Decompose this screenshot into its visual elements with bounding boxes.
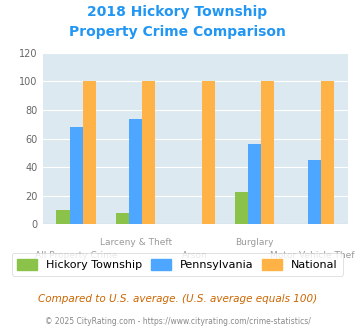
Text: © 2025 CityRating.com - https://www.cityrating.com/crime-statistics/: © 2025 CityRating.com - https://www.city… <box>45 317 310 326</box>
Bar <box>116 213 129 224</box>
Bar <box>129 118 142 224</box>
Bar <box>202 82 215 224</box>
Text: Property Crime Comparison: Property Crime Comparison <box>69 25 286 39</box>
Text: Larceny & Theft: Larceny & Theft <box>100 238 172 247</box>
Bar <box>248 144 261 224</box>
Bar <box>83 82 96 224</box>
Bar <box>235 191 248 224</box>
Text: Burglary: Burglary <box>236 238 274 247</box>
Bar <box>261 82 274 224</box>
Bar <box>142 82 155 224</box>
Text: Arson: Arson <box>182 251 208 260</box>
Text: 2018 Hickory Township: 2018 Hickory Township <box>87 5 268 19</box>
Bar <box>56 210 70 224</box>
Text: Compared to U.S. average. (U.S. average equals 100): Compared to U.S. average. (U.S. average … <box>38 294 317 304</box>
Legend: Hickory Township, Pennsylvania, National: Hickory Township, Pennsylvania, National <box>11 253 344 276</box>
Text: Motor Vehicle Theft: Motor Vehicle Theft <box>271 251 355 260</box>
Text: All Property Crime: All Property Crime <box>35 251 118 260</box>
Bar <box>308 160 321 224</box>
Bar <box>321 82 334 224</box>
Bar <box>70 127 83 224</box>
